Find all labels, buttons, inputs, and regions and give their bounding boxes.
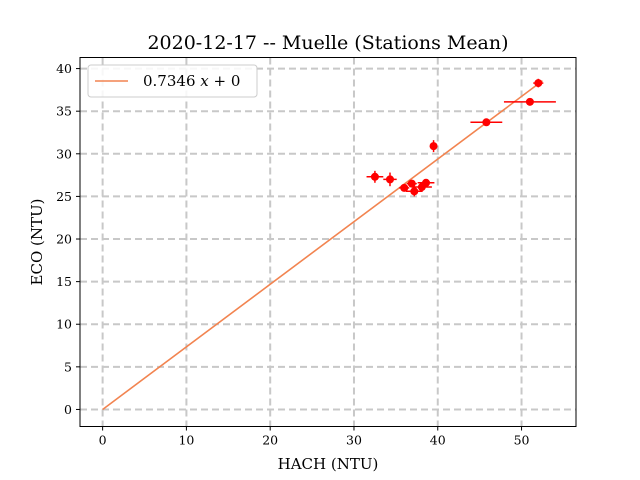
- x-tick-label: 30: [346, 433, 362, 448]
- data-point: [525, 97, 534, 106]
- x-tick-label: 10: [178, 433, 194, 448]
- data-point-group: [503, 97, 556, 106]
- legend-label-suffix: + 0: [209, 72, 241, 90]
- ticks: 0 10 20 30 40 50 0 5 10 15 20 25 30 35 40: [56, 61, 529, 447]
- y-tick-label: 0: [64, 402, 72, 417]
- data-point: [422, 178, 431, 187]
- data-point: [410, 187, 419, 196]
- x-tick-label: 50: [514, 433, 530, 448]
- x-tick-label: 0: [99, 433, 107, 448]
- y-tick-label: 30: [56, 146, 72, 161]
- data-point: [400, 183, 409, 192]
- x-axis-label: HACH (NTU): [278, 455, 379, 473]
- data-point: [370, 172, 379, 181]
- legend-label: 0.7346 x + 0: [143, 72, 240, 90]
- fit-line-layer: [102, 80, 543, 411]
- data-point-group: [533, 78, 544, 88]
- legend-label-prefix: 0.7346: [143, 72, 200, 90]
- data-point-group: [405, 186, 423, 197]
- y-tick-label: 35: [56, 104, 72, 119]
- y-tick-label: 40: [56, 61, 72, 76]
- y-tick-label: 10: [56, 317, 72, 332]
- grid: [80, 57, 576, 427]
- y-tick-label: 25: [56, 189, 72, 204]
- points-layer: [366, 78, 556, 197]
- y-tick-label: 15: [56, 274, 72, 289]
- legend-label-variable: x: [200, 72, 209, 90]
- plot-frame: [79, 57, 577, 427]
- data-point: [386, 175, 394, 184]
- data-point-group: [399, 183, 410, 192]
- x-tick-label: 40: [430, 433, 446, 448]
- data-point: [407, 179, 416, 188]
- y-tick-label: 5: [64, 359, 72, 374]
- data-point: [482, 118, 491, 127]
- data-point: [534, 79, 543, 88]
- data-point-group: [366, 170, 384, 183]
- data-point-group: [429, 140, 438, 153]
- data-point: [429, 142, 438, 151]
- data-point-group: [383, 172, 397, 187]
- chart-title: 2020-12-17 -- Muelle (Stations Mean): [147, 32, 508, 54]
- y-axis-label: ECO (NTU): [28, 199, 46, 286]
- data-point-group: [406, 179, 417, 188]
- data-point-group: [417, 178, 435, 187]
- y-tick-label: 20: [56, 232, 72, 247]
- data-point-group: [470, 118, 503, 127]
- legend-box: [87, 64, 258, 98]
- x-tick-label: 20: [262, 433, 278, 448]
- legend: 0.7346 x + 0: [87, 64, 258, 98]
- fit-line: [102, 80, 543, 411]
